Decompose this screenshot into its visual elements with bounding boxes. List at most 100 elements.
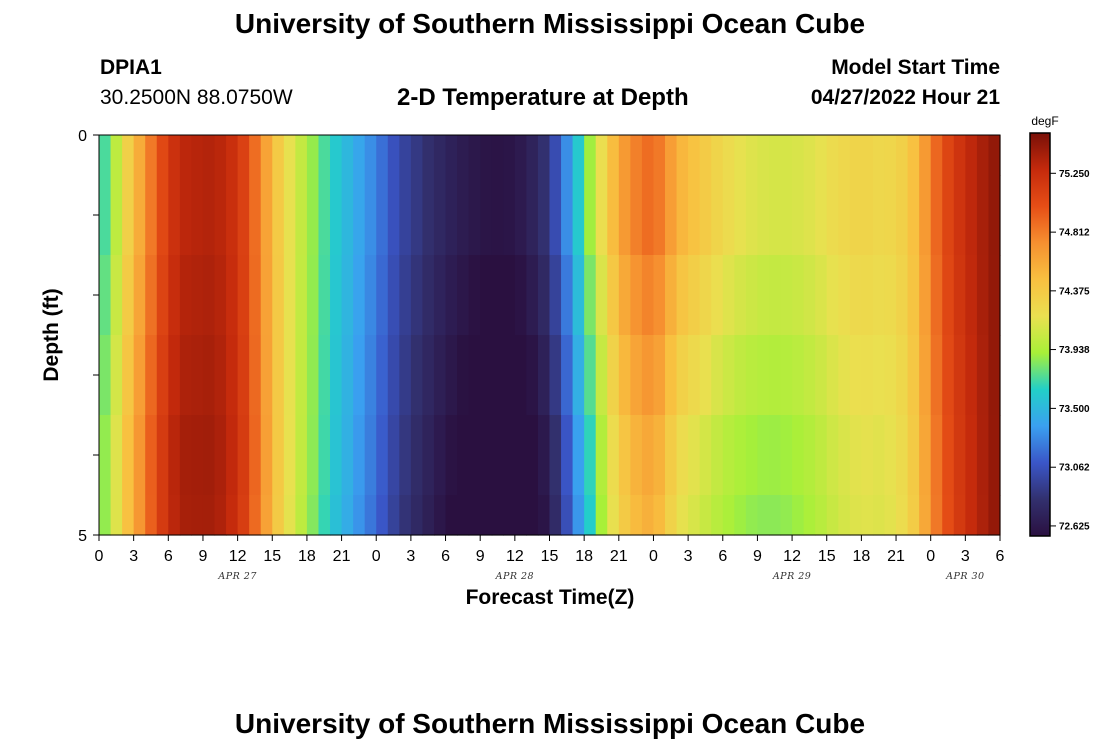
heatmap-cell — [780, 335, 793, 416]
heatmap-cell — [953, 135, 966, 176]
x-tick-label: 0 — [649, 548, 658, 565]
heatmap-cell — [376, 335, 389, 416]
date-label: APR 29 — [772, 571, 812, 582]
heatmap-cell — [572, 175, 585, 256]
heatmap-cell — [99, 415, 112, 496]
heatmap-cell — [988, 255, 1001, 336]
heatmap-cell — [537, 135, 551, 176]
heatmap-cell — [445, 335, 458, 416]
heatmap-cell — [156, 135, 169, 176]
heatmap-cell — [133, 135, 146, 176]
heatmap-cell — [942, 335, 955, 416]
heatmap-cell — [884, 175, 897, 256]
colorbar-tick-label: 73.500 — [1059, 404, 1090, 415]
heatmap-cell — [549, 135, 562, 176]
heatmap-cell — [872, 415, 886, 496]
colorbar-units: degF — [1031, 114, 1058, 128]
heatmap-cell — [445, 255, 458, 336]
heatmap-cell — [780, 495, 793, 536]
heatmap-cell — [237, 135, 250, 176]
heatmap-cell — [422, 495, 435, 536]
heatmap-cell — [468, 135, 481, 176]
heatmap-cell — [168, 135, 181, 176]
heatmap-cell — [641, 135, 655, 176]
heatmap-cell — [503, 415, 516, 496]
x-tick-label: 18 — [852, 548, 870, 565]
heatmap-cell — [595, 415, 608, 496]
heatmap-cell — [630, 255, 643, 336]
heatmap-cell — [688, 135, 701, 176]
heatmap-cell — [561, 135, 574, 176]
heatmap-cell — [711, 135, 724, 176]
heatmap-cell — [618, 495, 631, 536]
heatmap-cell — [711, 175, 724, 256]
heatmap-cell — [260, 135, 273, 176]
heatmap-cell — [699, 135, 712, 176]
heatmap-cell — [480, 255, 493, 336]
heatmap-cell — [607, 175, 620, 256]
heatmap-cell — [884, 335, 897, 416]
heatmap-cell — [942, 415, 955, 496]
model-start-value: 04/27/2022 Hour 21 — [810, 86, 1000, 109]
heatmap-cell — [179, 495, 193, 536]
heatmap-cell — [722, 175, 735, 256]
heatmap-cell — [861, 135, 874, 176]
heatmap-cell — [99, 135, 112, 176]
heatmap-cell — [272, 495, 285, 536]
heatmap-cell — [202, 335, 216, 416]
date-label: APR 30 — [945, 571, 985, 582]
heatmap-cell — [99, 255, 112, 336]
heatmap-cell — [237, 495, 250, 536]
heatmap-cell — [722, 335, 735, 416]
x-tick-label: 21 — [333, 548, 351, 565]
heatmap-cell — [364, 415, 377, 496]
heatmap-cell — [641, 335, 655, 416]
x-tick-label: 6 — [996, 548, 1005, 565]
heatmap-cell — [884, 415, 897, 496]
heatmap-cell — [884, 135, 897, 176]
heatmap-cell — [618, 415, 631, 496]
heatmap-cell — [445, 135, 458, 176]
heatmap-cell — [133, 255, 146, 336]
plot-title: 2-D Temperature at Depth — [397, 84, 689, 111]
heatmap-cell — [595, 495, 608, 536]
heatmap-cell — [364, 135, 377, 176]
date-label: APR 28 — [495, 571, 535, 582]
y-axis-title: Depth (ft) — [40, 288, 63, 381]
heatmap-cell — [976, 175, 990, 256]
heatmap-cell — [965, 175, 978, 256]
heatmap-cell — [988, 495, 1001, 536]
heatmap-cell — [503, 135, 516, 176]
heatmap-cell — [376, 135, 389, 176]
heatmap-cell — [919, 335, 932, 416]
heatmap-cell — [953, 335, 966, 416]
heatmap-cell — [202, 495, 216, 536]
heatmap-cell — [584, 415, 597, 496]
heatmap-cell — [584, 175, 597, 256]
heatmap-cell — [526, 135, 539, 176]
heatmap-cell — [133, 175, 146, 256]
heatmap-cell — [214, 175, 227, 256]
colorbar-tick-label: 74.375 — [1059, 286, 1090, 297]
heatmap-cell — [330, 135, 343, 176]
heatmap-cell — [988, 135, 1001, 176]
heatmap-cell — [688, 495, 701, 536]
heatmap-cell — [884, 495, 897, 536]
heatmap-cell — [156, 495, 169, 536]
heatmap-cell — [237, 255, 250, 336]
heatmap-cell — [179, 175, 193, 256]
date-label: APR 27 — [217, 571, 257, 582]
heatmap-cell — [792, 135, 805, 176]
heatmap-cell — [145, 495, 158, 536]
heatmap-cell — [537, 255, 551, 336]
heatmap-cell — [503, 175, 516, 256]
heatmap-cell — [942, 135, 955, 176]
heatmap-cell — [295, 135, 308, 176]
heatmap-cell — [295, 415, 308, 496]
heatmap-cell — [422, 175, 435, 256]
heatmap-cell — [399, 495, 412, 536]
heatmap-cell — [387, 495, 400, 536]
heatmap-cell — [168, 495, 181, 536]
heatmap-cell — [237, 335, 250, 416]
heatmap-cell — [653, 495, 666, 536]
